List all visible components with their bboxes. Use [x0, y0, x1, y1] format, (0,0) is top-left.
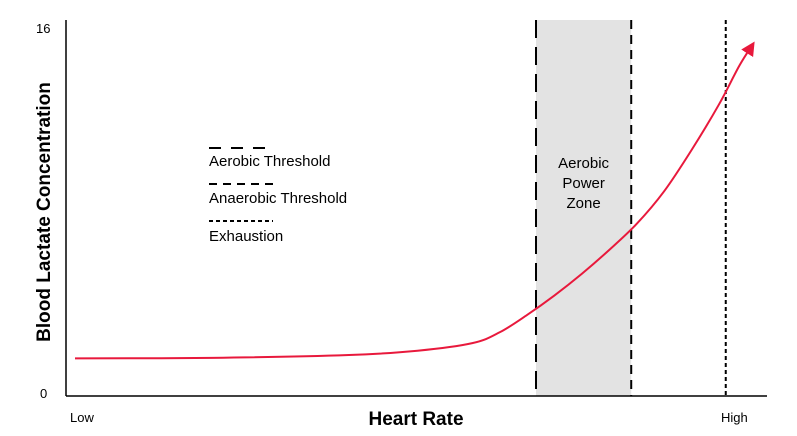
legend-label-anaerobic-threshold: Anaerobic Threshold: [209, 190, 347, 207]
zone-label-line-1: Aerobic: [558, 155, 609, 172]
zone-label-line-3: Zone: [567, 195, 601, 212]
aerobic-power-zone-label: Aerobic Power Zone: [558, 155, 609, 212]
y-tick-label-min: 0: [40, 386, 47, 401]
y-tick-label-max: 16: [36, 21, 50, 36]
x-tick-label-high: High: [721, 410, 748, 425]
x-tick-label-low: Low: [70, 410, 94, 425]
zone-label-line-2: Power: [562, 175, 605, 192]
legend-label-exhaustion: Exhaustion: [209, 228, 283, 245]
y-axis-title: Blood Lactate Concentration: [34, 82, 55, 342]
legend: Aerobic Threshold Anaerobic Threshold Ex…: [209, 147, 347, 245]
aerobic-power-zone: [536, 20, 632, 396]
legend-label-aerobic-threshold: Aerobic Threshold: [209, 153, 330, 170]
x-axis-title: Heart Rate: [368, 409, 463, 430]
lactate-curve: [74, 41, 755, 360]
